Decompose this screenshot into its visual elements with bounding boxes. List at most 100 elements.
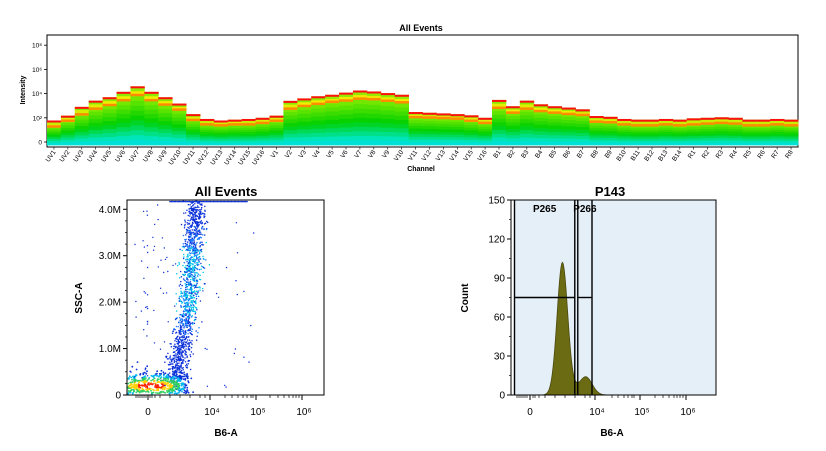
heatmap-cell-v13 xyxy=(436,131,451,135)
heatmap-cell-uv11 xyxy=(186,129,201,133)
scatter-event xyxy=(188,317,191,319)
scatter-event xyxy=(187,232,189,234)
scatter-event xyxy=(204,209,206,211)
heatmap-cell-r6 xyxy=(756,140,771,144)
histogram-y-tick-label: 30 xyxy=(494,352,506,363)
scatter-event xyxy=(166,381,169,384)
heatmap-cell-uv7 xyxy=(130,100,145,107)
scatter-event xyxy=(194,274,196,277)
scatter-event xyxy=(176,369,178,371)
scatter-event xyxy=(186,339,189,341)
scatter-event xyxy=(162,371,165,374)
heatmap-cell-uv4 xyxy=(88,111,104,116)
scatter-event xyxy=(190,209,193,211)
scatter-event xyxy=(169,361,171,363)
heatmap-x-tick-label: B1 xyxy=(492,149,503,160)
heatmap-cell-b1 xyxy=(492,118,507,123)
heatmap-cell-r2 xyxy=(700,129,715,132)
scatter-event xyxy=(188,308,191,310)
heatmap-cell-v1 xyxy=(269,130,284,134)
heatmap-cell-b4 xyxy=(533,121,549,126)
scatter-event xyxy=(179,248,181,251)
scatter-event xyxy=(186,261,188,263)
heatmap-cell-r5 xyxy=(742,140,757,144)
scatter-event xyxy=(195,228,198,231)
scatter-event xyxy=(194,200,196,203)
scatter-event xyxy=(140,260,143,262)
scatter-event xyxy=(168,363,170,366)
scatter-event xyxy=(195,283,198,286)
scatter-event xyxy=(183,305,185,308)
scatter-event xyxy=(153,374,155,377)
scatter-event xyxy=(159,374,162,377)
scatter-event xyxy=(186,288,189,290)
heatmap-cell-uv2 xyxy=(60,130,76,134)
scatter-event xyxy=(191,200,194,203)
scatter-event xyxy=(197,259,199,261)
scatter-event xyxy=(207,200,209,203)
heatmap-cell-r6 xyxy=(756,121,771,125)
heatmap-cell-b3 xyxy=(519,133,535,139)
scatter-event xyxy=(141,388,144,391)
scatter-event xyxy=(132,384,134,386)
scatter-event xyxy=(190,295,192,298)
scatter-event xyxy=(189,275,191,278)
heatmap-cell-b6 xyxy=(561,126,576,130)
heatmap-cell-v3 xyxy=(297,125,312,130)
heatmap-cell-r4 xyxy=(728,133,743,137)
scatter-event xyxy=(178,285,180,287)
heatmap-x-tick-label: R2 xyxy=(701,149,712,160)
scatter-event xyxy=(196,272,198,274)
scatter-event xyxy=(176,200,178,203)
heatmap-cell-b11 xyxy=(631,132,646,135)
scatter-event xyxy=(184,242,187,245)
scatter-event xyxy=(195,330,197,332)
heatmap-cell-r4 xyxy=(728,126,743,130)
scatter-event xyxy=(191,274,194,276)
scatter-event xyxy=(183,327,185,329)
histogram-gates[interactable]: P265 P266 xyxy=(513,200,598,395)
scatter-event xyxy=(202,244,204,246)
scatter-event xyxy=(174,339,176,342)
scatter-event xyxy=(189,283,192,285)
scatter-event xyxy=(157,266,159,268)
heatmap-cell-v10 xyxy=(394,115,409,121)
heatmap-cell-v16 xyxy=(478,142,493,146)
heatmap-cell-uv12 xyxy=(199,129,215,133)
scatter-event xyxy=(243,356,245,358)
scatter-plot-frame xyxy=(126,199,325,396)
heatmap-cell-uv11 xyxy=(186,137,201,141)
scatter-title: All Events xyxy=(195,184,258,199)
scatter-event xyxy=(169,342,171,345)
heatmap-x-tick-label: B3 xyxy=(520,149,531,160)
scatter-event xyxy=(186,256,189,258)
scatter-event xyxy=(131,378,133,381)
scatter-event xyxy=(169,355,172,357)
scatter-event xyxy=(183,293,186,295)
scatter-event xyxy=(143,371,146,374)
heatmap-cell-v13 xyxy=(436,129,451,133)
heatmap-cell-uv5 xyxy=(102,97,117,102)
scatter-event xyxy=(180,304,182,307)
scatter-event xyxy=(204,205,206,208)
heatmap-cap-uv6 xyxy=(116,91,131,94)
scatter-event xyxy=(229,200,231,203)
scatter-event xyxy=(153,342,156,344)
heatmap-cell-b13 xyxy=(658,127,674,131)
heatmap-cell-v7 xyxy=(352,113,368,119)
scatter-event xyxy=(187,316,189,319)
heatmap-cell-r4 xyxy=(728,124,743,128)
scatter-event xyxy=(132,377,135,379)
scatter-event xyxy=(188,239,191,242)
scatter-event xyxy=(131,388,134,391)
scatter-event xyxy=(177,385,180,388)
scatter-event xyxy=(186,356,188,359)
heatmap-x-tick-label: UV4 xyxy=(86,149,99,164)
scatter-event xyxy=(184,238,186,241)
scatter-event xyxy=(182,257,185,260)
scatter-event xyxy=(253,232,255,234)
heatmap-cell-uv13 xyxy=(213,142,229,146)
heatmap-cell-uv12 xyxy=(199,125,215,129)
heatmap-cell-b6 xyxy=(561,123,576,127)
